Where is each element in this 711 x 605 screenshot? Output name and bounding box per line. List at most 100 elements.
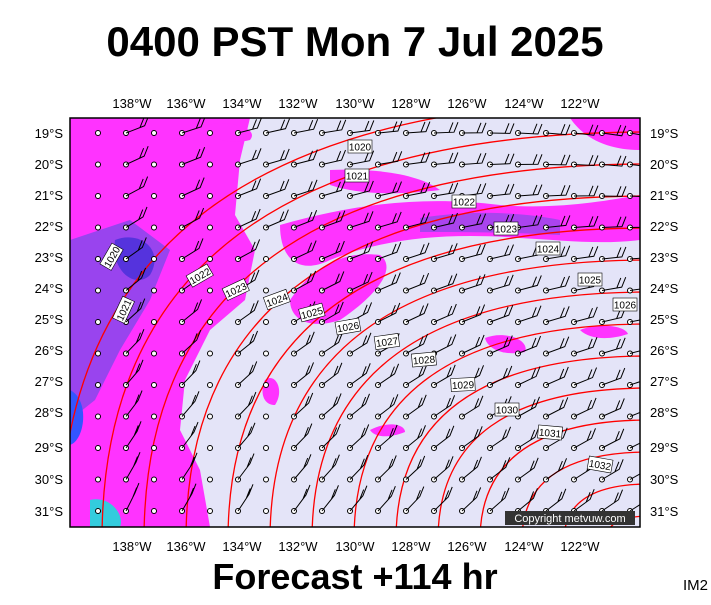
barb bbox=[433, 486, 453, 512]
lon-label-top: 122°W bbox=[560, 96, 600, 111]
station bbox=[95, 413, 101, 420]
station bbox=[263, 256, 269, 262]
isobar-label-box bbox=[221, 278, 250, 301]
barb bbox=[489, 487, 510, 512]
isobar-label-text: 1027 bbox=[375, 336, 399, 350]
barb bbox=[461, 395, 484, 417]
isobar-label-box bbox=[450, 377, 476, 392]
barb bbox=[293, 484, 311, 512]
barb bbox=[321, 454, 340, 480]
barb bbox=[293, 454, 312, 480]
lon-label-bottom: 126°W bbox=[447, 539, 487, 554]
barb bbox=[237, 148, 262, 165]
barb bbox=[433, 182, 459, 197]
lat-label-right: 21°S bbox=[650, 188, 679, 203]
station bbox=[95, 350, 101, 357]
barb bbox=[377, 394, 399, 417]
lat-label-right: 24°S bbox=[650, 281, 679, 296]
isobar-label: 1021 bbox=[344, 168, 370, 183]
barb bbox=[405, 242, 430, 260]
barb bbox=[489, 457, 511, 480]
barb bbox=[405, 151, 431, 165]
barb bbox=[181, 299, 203, 323]
barb bbox=[377, 120, 403, 134]
barb bbox=[629, 195, 640, 197]
isobar-label-box bbox=[185, 263, 214, 288]
lat-label-left: 29°S bbox=[35, 440, 64, 455]
barb bbox=[461, 213, 487, 228]
station bbox=[95, 256, 101, 262]
barb bbox=[601, 337, 626, 354]
barb bbox=[321, 485, 339, 512]
barb bbox=[237, 118, 262, 134]
barb bbox=[405, 394, 427, 417]
isobar-label-box bbox=[411, 351, 437, 368]
lat-label-left: 31°S bbox=[35, 504, 64, 519]
barb bbox=[461, 456, 482, 480]
isobar-line bbox=[269, 259, 640, 527]
barb bbox=[629, 164, 640, 167]
lat-label-right: 23°S bbox=[650, 250, 679, 265]
lon-label-top: 134°W bbox=[222, 96, 262, 111]
barb bbox=[237, 178, 262, 197]
barb bbox=[433, 425, 455, 449]
barb bbox=[433, 395, 456, 417]
barb bbox=[349, 485, 368, 512]
lon-label-top: 124°W bbox=[504, 96, 544, 111]
isobar-line bbox=[353, 323, 640, 527]
barb bbox=[349, 271, 373, 291]
barb bbox=[293, 119, 319, 134]
barb bbox=[489, 304, 514, 323]
station bbox=[207, 193, 213, 199]
barb bbox=[601, 489, 623, 512]
lon-label-top: 130°W bbox=[335, 96, 375, 111]
barb bbox=[545, 306, 570, 323]
barb bbox=[405, 333, 429, 354]
barb bbox=[601, 186, 627, 197]
barb bbox=[181, 147, 206, 165]
barb bbox=[517, 305, 542, 323]
barb bbox=[181, 329, 202, 354]
barb bbox=[433, 303, 457, 323]
barb bbox=[489, 365, 513, 386]
lat-label-right: 27°S bbox=[650, 374, 679, 389]
station bbox=[95, 508, 101, 514]
station bbox=[95, 130, 101, 136]
isobar-line bbox=[395, 355, 640, 527]
title: 0400 PST Mon 7 Jul 2025 bbox=[106, 18, 603, 65]
barb bbox=[461, 426, 483, 449]
isobar-label-box bbox=[373, 333, 401, 350]
barb bbox=[489, 274, 514, 291]
barb bbox=[573, 397, 597, 417]
barb bbox=[405, 212, 430, 228]
station bbox=[151, 476, 157, 483]
lat-label-right: 25°S bbox=[650, 312, 679, 327]
barb bbox=[517, 488, 538, 512]
barb bbox=[125, 328, 145, 354]
isobar-label-text: 1021 bbox=[346, 172, 369, 183]
barb bbox=[601, 459, 624, 480]
barb bbox=[293, 179, 318, 197]
barb bbox=[321, 362, 343, 386]
barb bbox=[573, 155, 599, 166]
barb bbox=[181, 238, 204, 260]
lat-label-left: 27°S bbox=[35, 374, 64, 389]
barb bbox=[433, 364, 456, 386]
station bbox=[151, 256, 157, 262]
barb bbox=[377, 242, 402, 260]
isobar-label-box bbox=[298, 302, 326, 323]
barb bbox=[405, 303, 429, 323]
barb bbox=[237, 391, 257, 417]
barb bbox=[517, 275, 542, 291]
station bbox=[151, 413, 157, 420]
station bbox=[151, 508, 157, 514]
barb bbox=[237, 330, 259, 354]
lon-label-bottom: 136°W bbox=[166, 539, 206, 554]
barb bbox=[489, 244, 514, 260]
barb bbox=[293, 240, 317, 260]
station bbox=[95, 382, 101, 388]
lat-label-left: 22°S bbox=[35, 219, 64, 234]
barb bbox=[629, 257, 640, 260]
barb bbox=[349, 211, 374, 228]
